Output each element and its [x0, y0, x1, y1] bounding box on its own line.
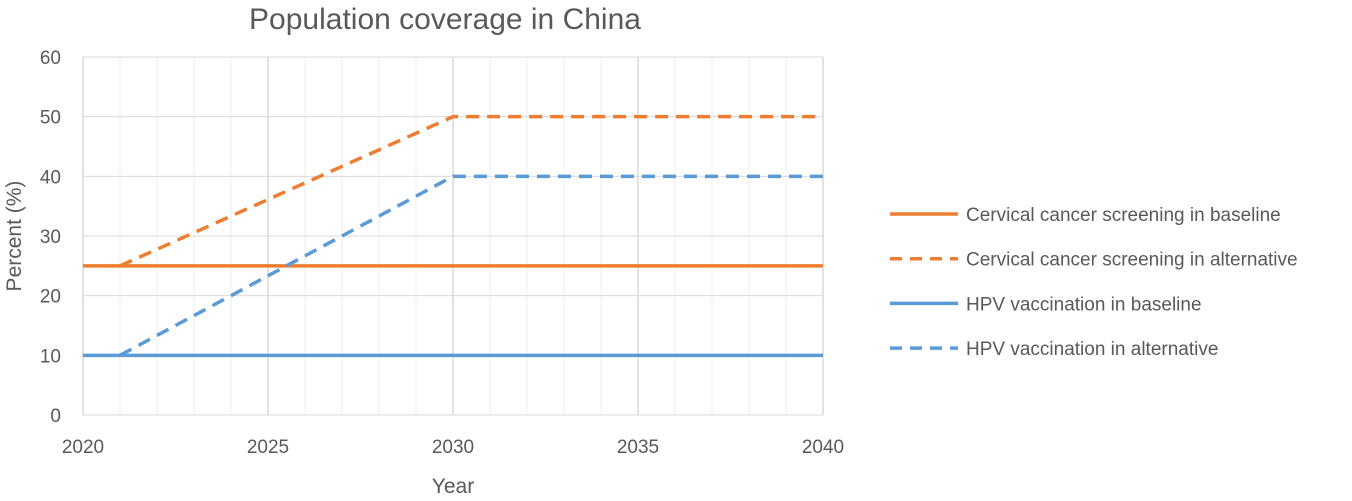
y-tick-label: 60: [40, 48, 61, 69]
x-tick-label: 2040: [802, 437, 844, 458]
y-tick-label: 10: [40, 346, 61, 367]
series-line-4: [119, 174, 823, 357]
x-tick-label: 2025: [247, 437, 289, 458]
plot-area-frame: [82, 56, 824, 416]
series-lines: [83, 114, 823, 358]
y-axis-label: Percent (%): [3, 181, 26, 292]
y-tick-label: 40: [40, 167, 61, 188]
x-axis-ticks: 2020 2025 2030 2035 2040: [62, 437, 844, 458]
y-tick-label: 20: [40, 287, 61, 308]
legend-label-3: HPV vaccination in baseline: [966, 294, 1202, 315]
y-tick-label: 30: [40, 227, 61, 248]
x-tick-label: 2020: [62, 437, 104, 458]
x-tick-label: 2030: [432, 437, 474, 458]
series-line-2: [119, 114, 823, 268]
legend-label-1: Cervical cancer screening in baseline: [966, 205, 1281, 226]
legend-label-4: HPV vaccination in alternative: [966, 339, 1218, 360]
y-axis-ticks: 0 10 20 30 40 50 60: [40, 48, 61, 427]
y-tick-label: 0: [50, 406, 61, 427]
legend-label-2: Cervical cancer screening in alternative: [966, 250, 1298, 271]
x-tick-label: 2035: [617, 437, 659, 458]
chart-title: Population coverage in China: [249, 3, 641, 36]
x-axis-label: Year: [432, 475, 474, 498]
legend: Cervical cancer screening in baseline Cer…: [890, 205, 1298, 360]
y-tick-label: 50: [40, 108, 61, 129]
